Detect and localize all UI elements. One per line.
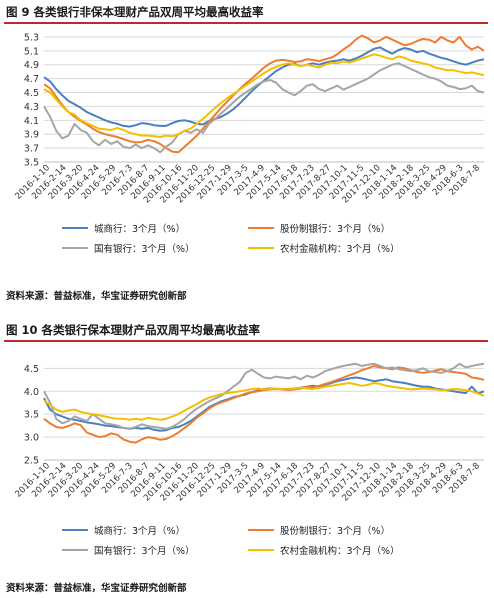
y-tick-label: 4.5 [24,88,39,99]
series-line-农村金融机构 [43,382,485,421]
y-tick-label: 5.1 [24,46,39,57]
figure-10-title: 图 10 各类银行保本理财产品双周平均最高收益率 [6,323,261,337]
y-tick-label: 4.5 [24,364,39,375]
y-tick-label: 4.9 [24,60,39,71]
figure-9-title-rule [4,22,488,24]
figure-9-chart: 3.53.73.94.14.34.54.74.95.15.32016-1-102… [14,32,485,255]
y-tick-label: 3.9 [24,130,39,141]
legend-label: 国有银行：3个月（%） [94,243,195,255]
y-tick-label: 3.5 [24,158,39,169]
y-tick-label: 3.5 [24,410,39,421]
y-tick-label: 4.3 [24,102,39,113]
y-tick-label: 2.5 [24,456,39,467]
series-line-城商行 [43,46,485,128]
figure-10-chart: 2.53.03.54.04.52016-1-102016-2-142016-3-… [14,362,485,557]
legend-label: 农村金融机构：3个月（%） [280,545,400,557]
legend-label: 股份制银行：3个月（%） [280,525,390,537]
y-tick-label: 4.7 [24,74,39,85]
figure-9-title: 图 9 各类银行非保本理财产品双周平均最高收益率 [6,5,264,19]
series-line-国有银行 [43,62,485,154]
series-line-城商行 [43,376,485,432]
series-line-股份制银行 [43,34,485,154]
figure-10-title-rule [4,340,488,342]
series-line-农村金融机构 [43,53,485,138]
figure-10-source: 资料来源：普益标准，华宝证券研究创新部 [6,583,187,594]
legend-label: 城商行：3个月（%） [94,525,185,537]
legend-label: 国有银行：3个月（%） [94,545,195,557]
y-tick-label: 3.0 [24,433,39,444]
legend-label: 股份制银行：3个月（%） [280,223,390,235]
figure-9-source: 资料来源：普益标准，华宝证券研究创新部 [6,291,187,302]
series-line-国有银行 [43,362,485,430]
y-tick-label: 3.7 [24,144,39,155]
y-tick-label: 4.0 [24,387,39,398]
legend-label: 城商行：3个月（%） [94,223,185,235]
y-tick-label: 4.1 [24,116,39,127]
y-tick-label: 5.3 [24,32,39,43]
legend-label: 农村金融机构：3个月（%） [280,243,400,255]
